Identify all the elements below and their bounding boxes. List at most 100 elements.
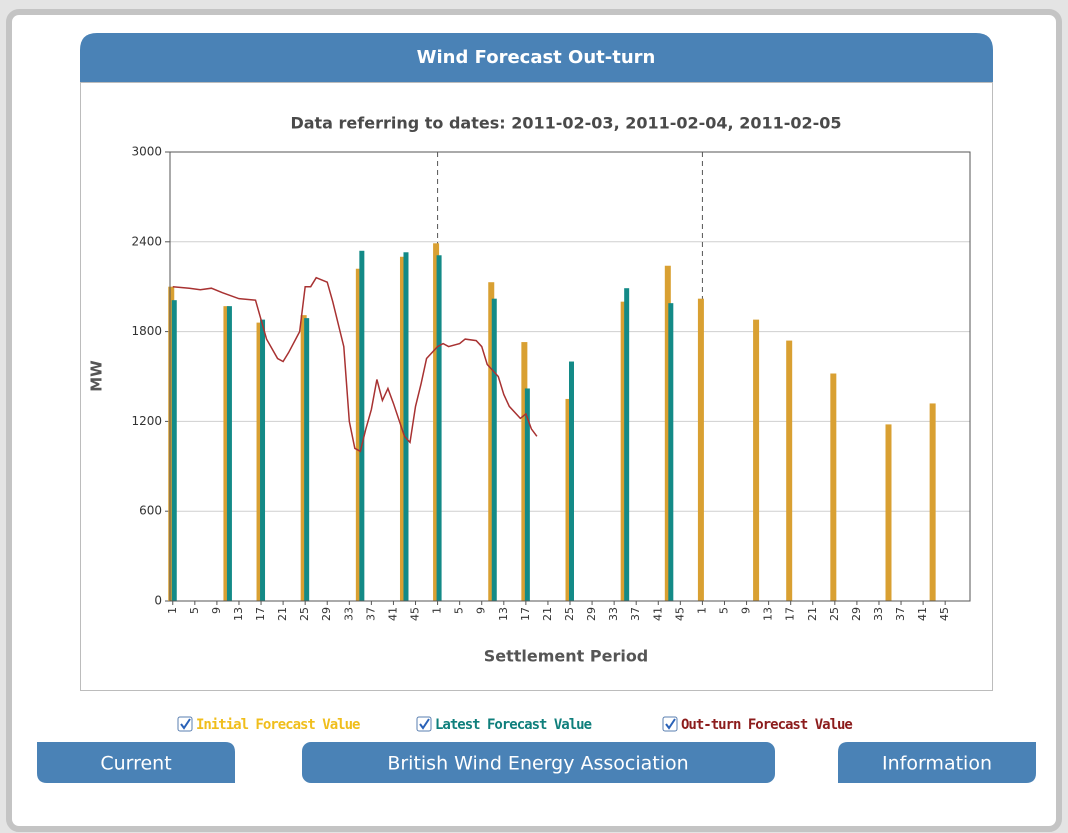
legend: Initial Forecast Value Latest Forecast Va… — [177, 716, 853, 733]
bar — [786, 340, 793, 601]
legend-item[interactable]: Latest Forecast Value — [416, 716, 593, 733]
x-tick-label: 45 — [673, 607, 686, 621]
legend-item[interactable]: Initial Forecast Value — [177, 716, 361, 733]
legend-label[interactable]: Out-turn Forecast Value — [681, 717, 853, 733]
x-tick-label: 41 — [651, 607, 664, 621]
y-tick-label: 1800 — [131, 324, 162, 338]
legend-item[interactable]: Out-turn Forecast Value — [662, 716, 853, 733]
bar — [521, 342, 528, 601]
x-tick-label: 25 — [563, 607, 576, 621]
bar — [359, 250, 365, 601]
x-tick-label: 45 — [409, 607, 422, 621]
bar — [620, 301, 627, 601]
x-tick-label: 37 — [894, 607, 907, 621]
y-tick-label: 2400 — [131, 234, 162, 248]
y-tick-label: 1200 — [131, 414, 162, 428]
bar — [488, 282, 495, 601]
x-tick-label: 33 — [607, 607, 620, 621]
x-tick-label: 1 — [166, 607, 179, 614]
bar — [171, 300, 177, 601]
x-tick-label: 33 — [342, 607, 355, 621]
button[interactable]: British Wind Energy Association — [302, 742, 775, 783]
chart-subtitle: Data referring to dates: 2011-02-03, 201… — [290, 114, 841, 133]
y-tick-label: 3000 — [131, 145, 162, 159]
x-tick-label: 5 — [717, 607, 730, 614]
x-tick-label: 29 — [850, 607, 863, 621]
y-axis-label: MW — [88, 360, 106, 392]
bar — [830, 373, 837, 601]
x-tick-label: 13 — [762, 607, 775, 621]
legend-check[interactable] — [180, 718, 191, 730]
bar — [355, 268, 362, 601]
x-tick-label: 29 — [585, 607, 598, 621]
bar — [436, 255, 442, 601]
x-tick-label: 25 — [298, 607, 311, 621]
x-tick-label: 9 — [475, 607, 488, 614]
button-bg[interactable] — [302, 742, 775, 783]
button-bg[interactable] — [37, 742, 235, 783]
x-tick-label: 37 — [364, 607, 377, 621]
y-tick-label: 600 — [139, 504, 162, 518]
line — [172, 276, 538, 453]
button-label[interactable]: Current — [100, 753, 171, 775]
bar — [304, 318, 310, 601]
bar — [569, 361, 574, 601]
x-tick-label: 41 — [386, 607, 399, 621]
bar — [168, 286, 175, 601]
bar — [226, 306, 232, 601]
bar — [399, 256, 406, 601]
bar — [433, 243, 440, 601]
x-tick-label: 5 — [188, 607, 201, 614]
bar — [885, 424, 892, 601]
bar — [300, 315, 307, 601]
x-tick-label: 9 — [210, 607, 223, 614]
bar — [260, 319, 266, 601]
x-tick-label: 13 — [497, 607, 510, 621]
x-tick-label: 17 — [254, 607, 267, 621]
button-label[interactable]: Information — [882, 753, 992, 775]
legend-label[interactable]: Initial Forecast Value — [196, 717, 361, 733]
x-tick-label: 1 — [695, 607, 708, 614]
x-tick-label: 21 — [541, 607, 554, 621]
chart-box — [80, 82, 993, 691]
x-tick-label: 13 — [232, 607, 245, 621]
x-tick-label: 21 — [806, 607, 819, 621]
x-tick-label: 21 — [276, 607, 289, 621]
x-tick-label: 9 — [740, 607, 753, 614]
x-tick-label: 17 — [784, 607, 797, 621]
bar — [565, 398, 572, 601]
bar — [491, 298, 497, 601]
bar — [664, 265, 671, 601]
x-tick-label: 45 — [938, 607, 951, 621]
bar — [668, 303, 674, 601]
legend-check[interactable] — [419, 718, 430, 730]
legend-label[interactable]: Latest Forecast Value — [435, 717, 593, 733]
legend-check[interactable] — [665, 718, 676, 730]
x-axis-label: Settlement Period — [484, 647, 649, 666]
button-bg[interactable] — [838, 742, 1036, 783]
x-tick-label: 25 — [828, 607, 841, 621]
x-tick-label: 29 — [320, 607, 333, 621]
bar — [223, 306, 230, 601]
bar — [697, 298, 704, 601]
x-tick-label: 1 — [431, 607, 444, 614]
button[interactable]: Information — [838, 742, 1036, 783]
x-tick-label: 37 — [629, 607, 642, 621]
button-label[interactable]: British Wind Energy Association — [387, 753, 688, 775]
bar — [624, 288, 630, 601]
bar — [753, 319, 760, 601]
header-title: Wind Forecast Out-turn — [417, 47, 656, 68]
x-tick-label: 5 — [453, 607, 466, 614]
header-bar — [80, 33, 993, 82]
bar — [403, 252, 409, 601]
x-tick-label: 17 — [519, 607, 532, 621]
x-tick-label: 33 — [872, 607, 885, 621]
bar — [256, 322, 263, 601]
y-tick-label: 0 — [154, 594, 162, 608]
x-tick-label: 41 — [916, 607, 929, 621]
bar — [524, 388, 530, 601]
button[interactable]: Current — [37, 742, 235, 783]
plot-border — [169, 151, 971, 602]
